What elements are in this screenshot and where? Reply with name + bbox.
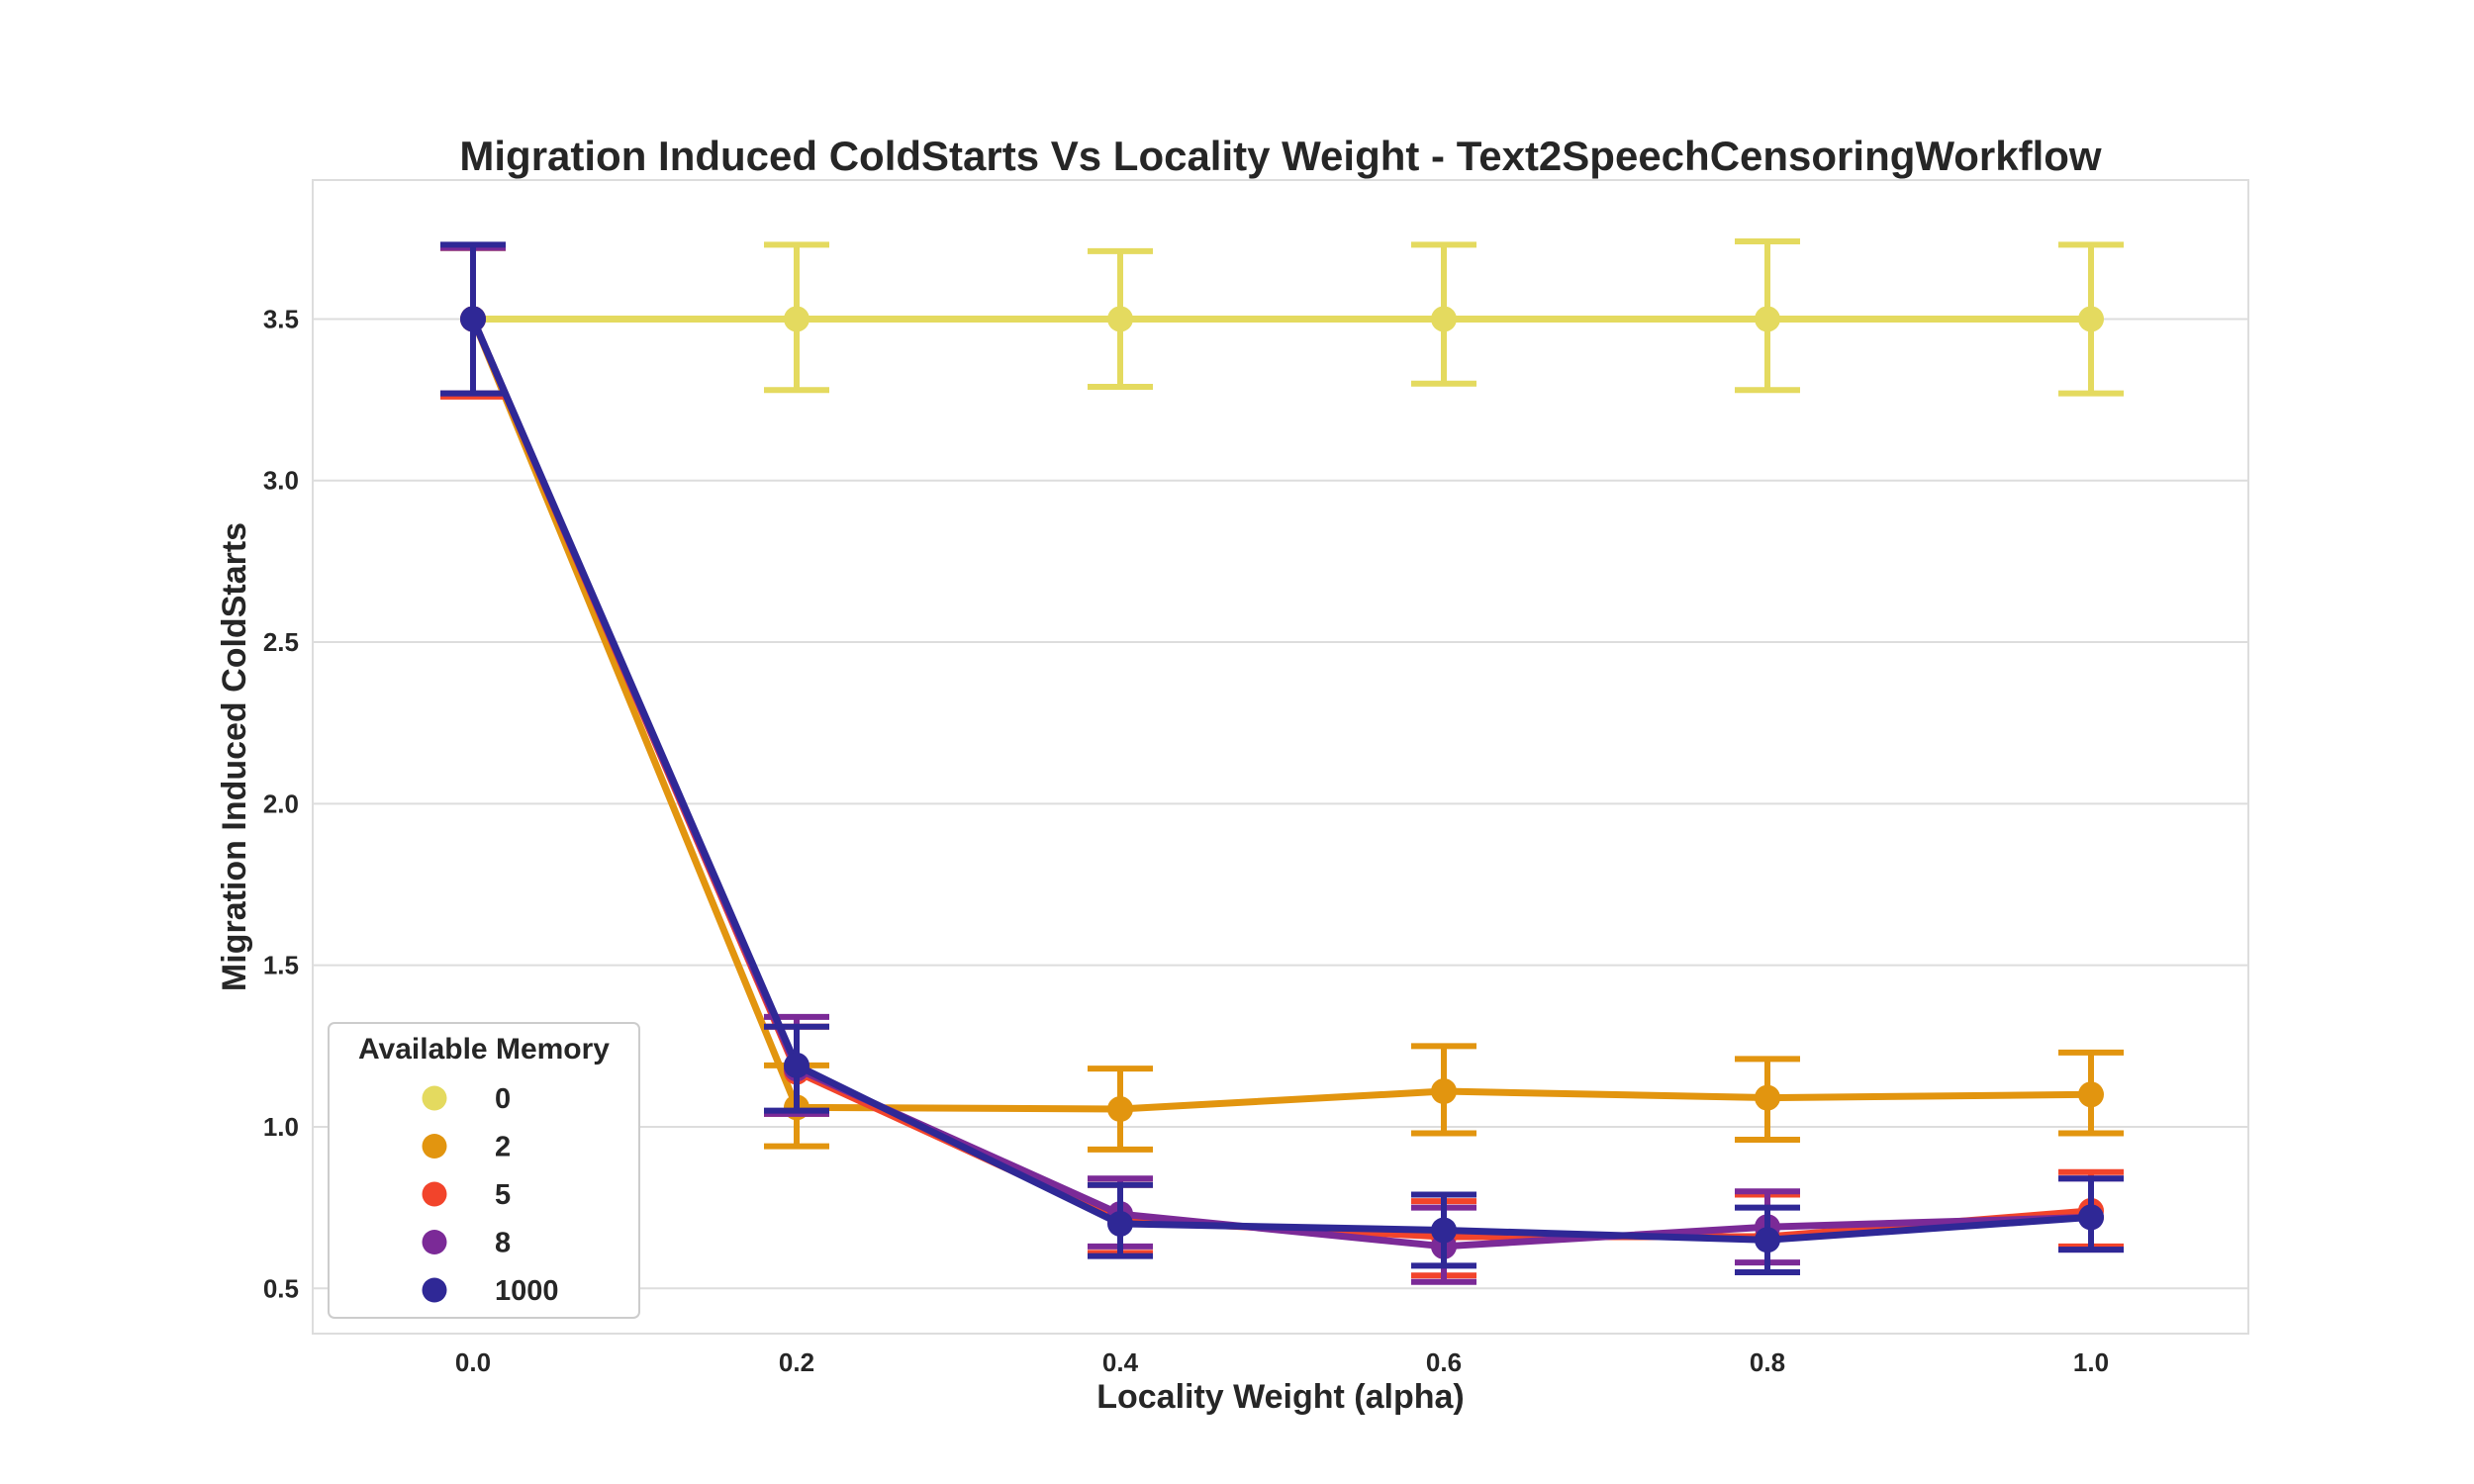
legend-item: 2 [422, 1132, 511, 1163]
y-tick-label: 0.5 [263, 1273, 299, 1303]
legend-item: 1000 [422, 1275, 559, 1307]
legend-marker [422, 1085, 447, 1111]
data-point [1431, 1078, 1457, 1105]
series-1000 [440, 241, 2124, 1275]
y-tick-label: 2.5 [263, 627, 299, 657]
legend-label: 1000 [495, 1275, 559, 1307]
legend-marker [422, 1181, 447, 1207]
data-point [1431, 1217, 1457, 1244]
series-line [469, 318, 2092, 1244]
y-tick-label: 1.5 [263, 951, 299, 980]
data-point [1755, 1227, 1780, 1253]
y-tick-label: 3.5 [263, 304, 299, 333]
x-tick-label: 0.8 [1750, 1347, 1785, 1377]
chart-title: Migration Induced ColdStarts Vs Locality… [459, 133, 2102, 179]
legend-marker [422, 1277, 447, 1303]
data-point [2078, 1081, 2104, 1108]
series-layer [440, 238, 2124, 1285]
data-point [784, 306, 809, 332]
x-tick-label: 0.4 [1102, 1347, 1139, 1377]
x-tick-label: 0.2 [779, 1347, 814, 1377]
legend-box [328, 1022, 640, 1319]
legend-label: 8 [495, 1228, 511, 1259]
legend-item: 5 [422, 1179, 511, 1211]
x-tick-label: 0.0 [455, 1347, 491, 1377]
data-point [784, 1052, 809, 1078]
x-tick-label: 0.6 [1426, 1347, 1462, 1377]
legend-title: Available Memory [358, 1033, 610, 1066]
data-point [1431, 306, 1457, 332]
legend-label: 0 [495, 1083, 511, 1115]
legend-label: 5 [495, 1179, 511, 1211]
y-axis-label: Migration Induced ColdStarts [216, 522, 253, 991]
data-point [1107, 1210, 1133, 1237]
data-point [2078, 1204, 2104, 1231]
x-tick-label: 1.0 [2073, 1347, 2109, 1377]
series-line [469, 318, 2092, 1113]
data-point [1107, 1096, 1133, 1123]
x-axis-label: Locality Weight (alpha) [1096, 1378, 1465, 1416]
data-point [2078, 306, 2104, 332]
legend: Available Memory 0 2 5 8 1000 [328, 1022, 640, 1319]
legend-marker [422, 1230, 447, 1254]
y-tick-label: 2.0 [263, 788, 299, 818]
y-tick-labels: 0.5 1.0 1.5 2.0 2.5 3.0 3.5 [263, 304, 299, 1303]
data-point [1107, 306, 1133, 332]
y-tick-label: 1.0 [263, 1112, 299, 1142]
x-tick-labels: 0.0 0.2 0.4 0.6 0.8 1.0 [455, 1347, 2109, 1377]
legend-item: 8 [422, 1228, 511, 1259]
legend-items: 0 2 5 8 1000 [422, 1083, 559, 1307]
legend-label: 2 [495, 1132, 511, 1163]
plot-area-frame [312, 179, 2249, 1335]
data-point [1755, 306, 1780, 332]
y-tick-label: 3.0 [263, 466, 299, 496]
legend-marker [422, 1134, 447, 1159]
series-2 [440, 244, 2124, 1153]
legend-item: 0 [422, 1083, 511, 1115]
data-point [460, 306, 486, 332]
data-point [1755, 1084, 1780, 1111]
